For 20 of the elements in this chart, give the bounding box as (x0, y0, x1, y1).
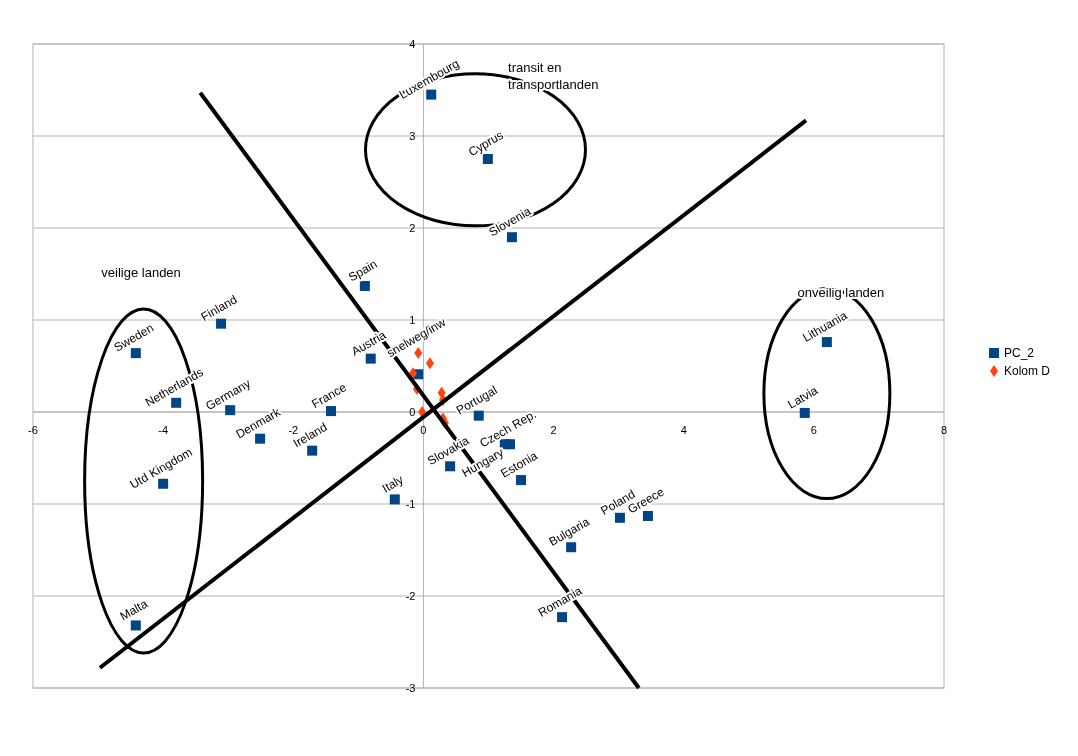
y-tick-label: 4 (409, 38, 416, 50)
x-tick-label: 2 (550, 424, 557, 436)
y-tick-label: 0 (409, 406, 416, 418)
annotation: Spain (346, 256, 380, 285)
y-tick-label: 2 (409, 222, 416, 234)
y-tick-label: 3 (409, 130, 416, 142)
legend-label: PC_2 (1004, 346, 1035, 360)
x-tick-label: 6 (810, 424, 817, 436)
x-tick-label: 8 (940, 424, 948, 436)
annotation: veilige landen (101, 264, 181, 280)
y-tick-label: -3 (405, 682, 416, 694)
y-tick-label: -2 (405, 590, 416, 602)
y-tick-label: -1 (405, 498, 416, 510)
annotation: Italy (379, 472, 406, 496)
annotation: Malta (117, 596, 151, 624)
x-tick-label: -4 (158, 424, 169, 436)
legend-label: Kolom D (1004, 364, 1051, 378)
x-tick-label: -6 (28, 424, 38, 436)
x-tick-label: 4 (680, 424, 687, 436)
x-tick-label: 0 (420, 424, 427, 436)
